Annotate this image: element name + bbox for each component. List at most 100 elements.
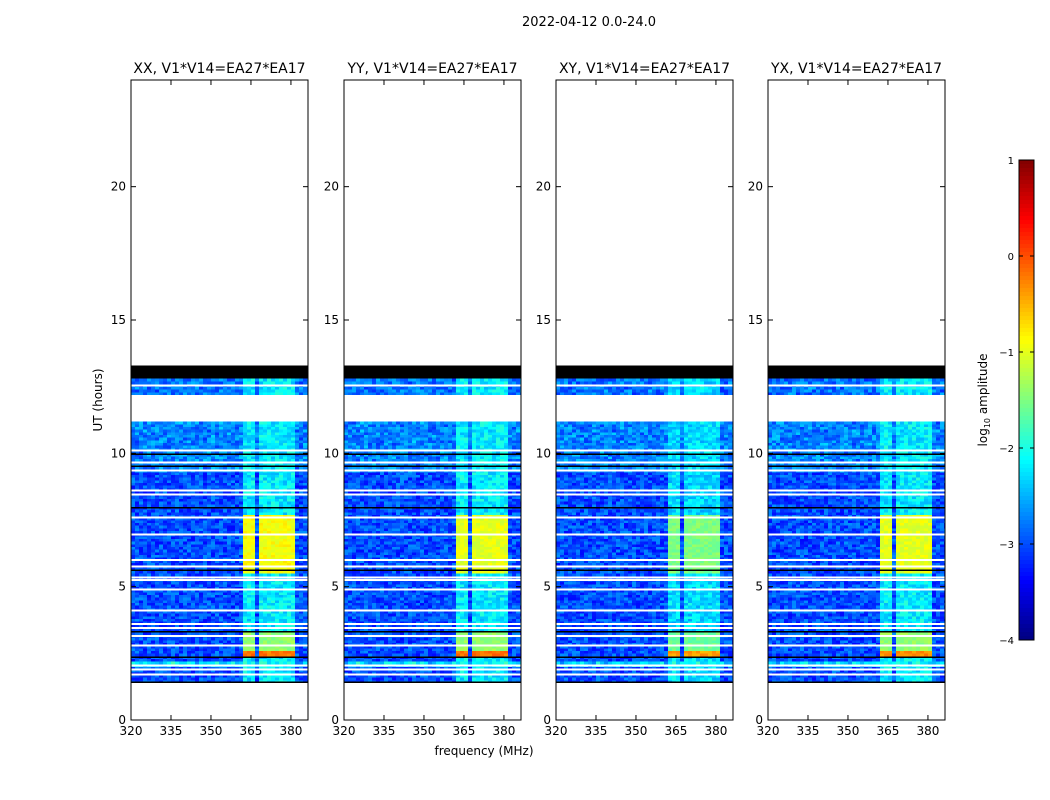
heatmap-cell bbox=[195, 458, 200, 462]
heatmap-cell bbox=[179, 421, 184, 425]
heatmap-cell bbox=[380, 392, 385, 395]
heatmap-cell bbox=[227, 648, 232, 651]
heatmap-cell bbox=[255, 496, 260, 499]
heatmap-cell bbox=[251, 386, 256, 390]
heatmap-cell bbox=[290, 570, 296, 574]
heatmap-cell bbox=[179, 509, 184, 513]
heatmap-cell bbox=[247, 658, 252, 662]
heatmap-cell bbox=[199, 485, 204, 489]
heatmap-cell bbox=[266, 658, 272, 662]
heatmap-cell bbox=[243, 474, 248, 478]
heatmap-cell bbox=[219, 424, 224, 427]
heatmap-cell bbox=[424, 386, 429, 390]
heatmap-cell bbox=[266, 426, 272, 430]
heatmap-cell bbox=[151, 666, 156, 670]
heatmap-cell bbox=[183, 602, 188, 606]
heatmap-cell bbox=[259, 608, 264, 611]
heatmap-cell bbox=[211, 482, 216, 486]
heatmap-cell bbox=[191, 674, 196, 678]
heatmap-cell bbox=[139, 552, 144, 555]
heatmap-cell bbox=[392, 378, 397, 382]
heatmap-cell bbox=[263, 573, 268, 577]
heatmap-cell bbox=[159, 538, 164, 542]
heatmap-cell bbox=[227, 661, 232, 665]
heatmap-cell bbox=[282, 602, 288, 606]
heatmap-cell bbox=[195, 573, 200, 577]
heatmap-cell bbox=[215, 666, 220, 670]
heatmap-cell bbox=[207, 581, 212, 585]
heatmap-cell bbox=[179, 378, 184, 382]
heatmap-cell bbox=[243, 456, 248, 459]
heatmap-cell bbox=[219, 605, 224, 609]
heatmap-cell bbox=[171, 442, 176, 446]
heatmap-cell bbox=[270, 389, 276, 393]
heatmap-cell bbox=[270, 378, 276, 382]
heatmap-cell bbox=[274, 666, 280, 670]
heatmap-cell bbox=[251, 648, 256, 651]
heatmap-cell bbox=[191, 485, 196, 489]
heatmap-cell bbox=[440, 386, 445, 390]
heatmap-cell bbox=[171, 437, 176, 441]
heatmap-cell bbox=[147, 677, 152, 681]
heatmap-cell bbox=[239, 437, 244, 441]
heatmap-cell bbox=[235, 661, 240, 665]
heatmap-cell bbox=[151, 490, 156, 494]
heatmap-cell bbox=[187, 666, 192, 670]
heatmap-cell bbox=[207, 466, 212, 470]
heatmap-cell bbox=[274, 589, 280, 593]
heatmap-cell bbox=[155, 597, 160, 601]
heatmap-cell bbox=[282, 629, 288, 633]
heatmap-cell bbox=[163, 594, 168, 598]
heatmap-cell bbox=[191, 616, 196, 619]
heatmap-cell bbox=[211, 541, 216, 545]
heatmap-cell bbox=[231, 573, 236, 577]
heatmap-cell bbox=[171, 640, 176, 643]
heatmap-cell bbox=[179, 546, 184, 550]
heatmap-cell bbox=[159, 632, 164, 635]
heatmap-cell bbox=[155, 421, 160, 425]
heatmap-cell bbox=[163, 573, 168, 577]
heatmap-cell bbox=[247, 650, 252, 654]
heatmap-cell bbox=[155, 514, 160, 518]
heatmap-cell bbox=[195, 629, 200, 633]
heatmap-cell bbox=[251, 592, 256, 595]
heatmap-cell bbox=[219, 386, 224, 390]
heatmap-cell bbox=[483, 389, 489, 393]
heatmap-cell bbox=[211, 389, 216, 393]
heatmap-cell bbox=[259, 674, 264, 678]
heatmap-cell bbox=[286, 653, 292, 657]
heatmap-cell bbox=[135, 610, 140, 614]
heatmap-cell bbox=[203, 536, 208, 539]
heatmap-cell bbox=[195, 640, 200, 643]
heatmap-cell bbox=[223, 613, 228, 617]
heatmap-cell bbox=[199, 552, 204, 555]
heatmap-cell bbox=[294, 464, 300, 467]
heatmap-cell bbox=[290, 616, 296, 619]
heatmap-cell bbox=[139, 624, 144, 627]
heatmap-cell bbox=[223, 594, 228, 598]
heatmap-cell bbox=[203, 525, 208, 529]
heatmap-cell bbox=[199, 541, 204, 545]
heatmap-cell bbox=[171, 589, 176, 593]
heatmap-cell bbox=[251, 432, 256, 435]
heatmap-cell bbox=[135, 456, 140, 459]
heatmap-cell bbox=[298, 581, 304, 585]
heatmap-cell bbox=[139, 496, 144, 499]
heatmap-cell bbox=[151, 629, 156, 633]
heatmap-cell bbox=[151, 618, 156, 622]
heatmap-cell bbox=[251, 448, 256, 451]
heatmap-cell bbox=[163, 568, 168, 571]
heatmap-cell bbox=[187, 610, 192, 614]
heatmap-cell bbox=[143, 501, 148, 505]
heatmap-cell bbox=[227, 501, 232, 505]
heatmap-cell bbox=[223, 392, 228, 395]
heatmap-cell bbox=[203, 610, 208, 614]
heatmap-cell bbox=[266, 514, 272, 518]
heatmap-cell bbox=[274, 477, 280, 481]
heatmap-cell bbox=[352, 378, 357, 382]
heatmap-cell bbox=[159, 528, 164, 531]
heatmap-cell bbox=[266, 616, 272, 619]
heatmap-cell bbox=[171, 466, 176, 470]
heatmap-cell bbox=[175, 536, 180, 539]
heatmap-cell bbox=[302, 490, 308, 494]
